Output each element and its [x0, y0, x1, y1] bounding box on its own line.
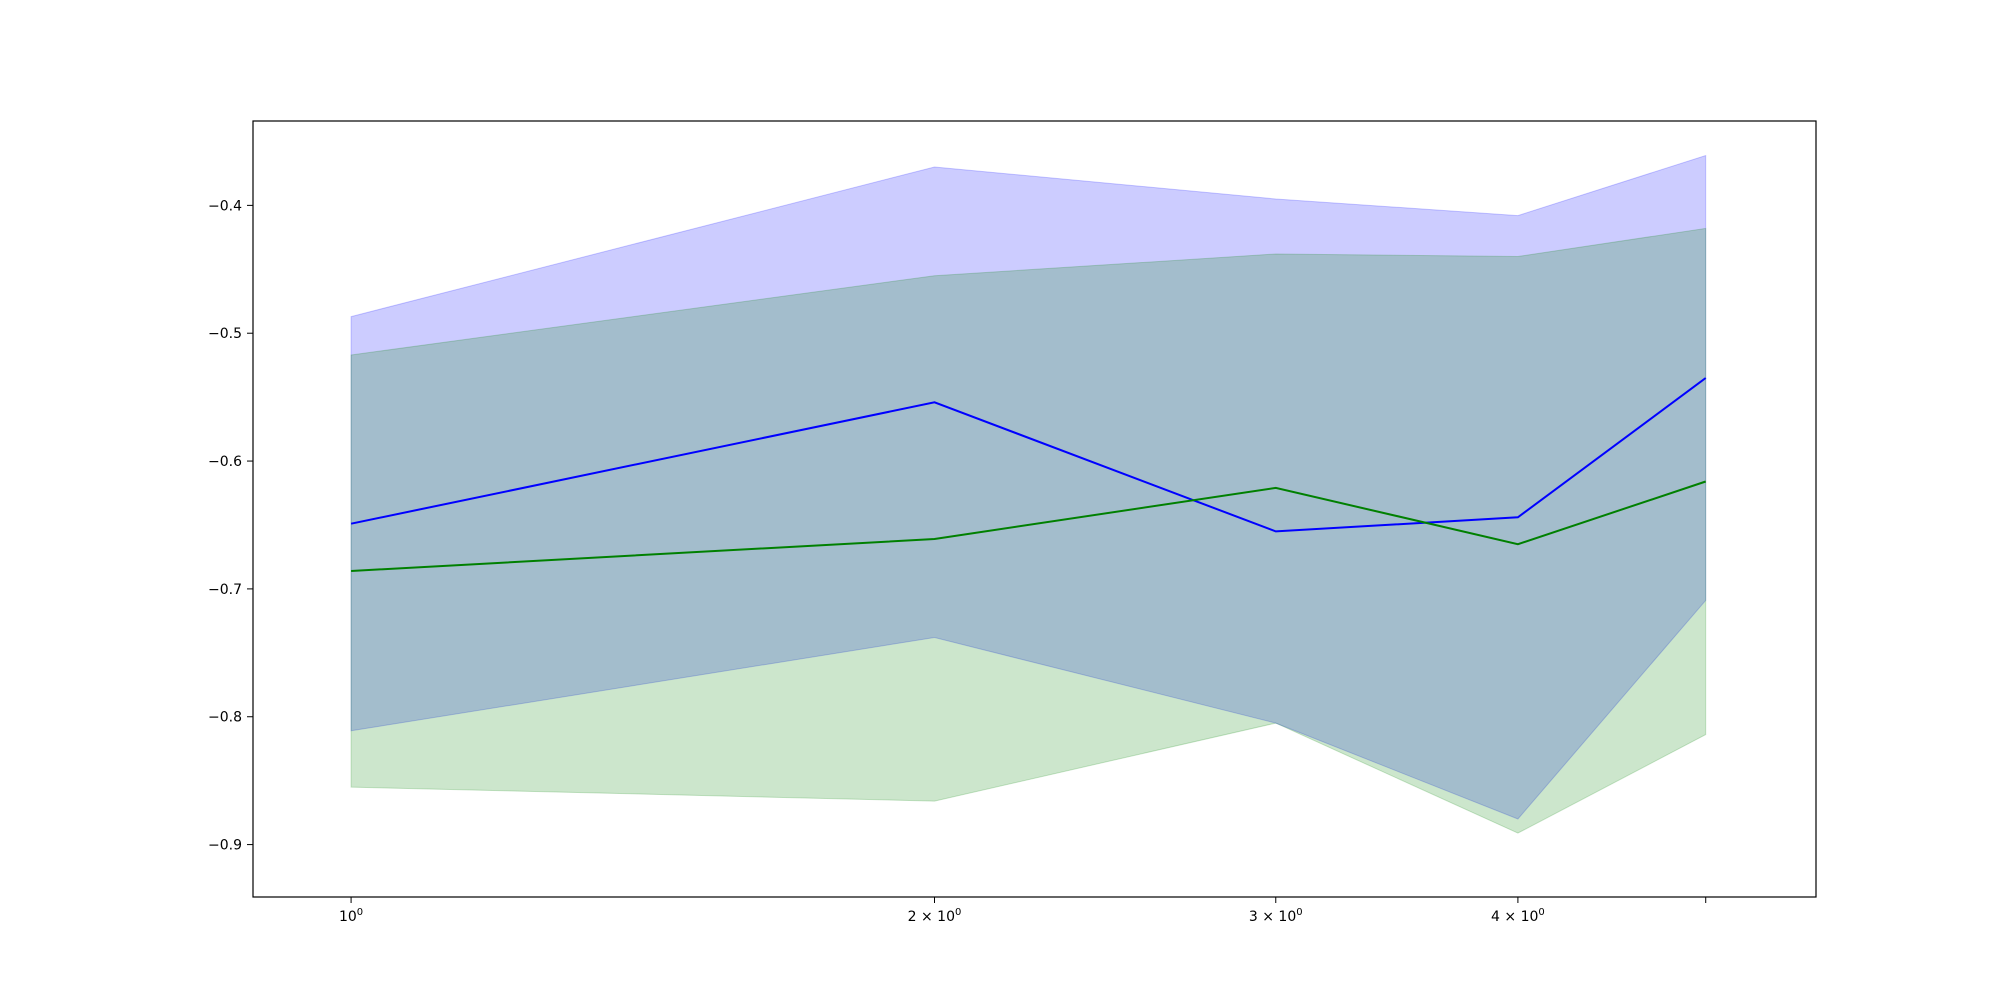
x-tick-label: 3 × 100 — [1249, 907, 1303, 925]
x-tick-label: 4 × 100 — [1491, 907, 1545, 925]
y-tick-label: −0.4 — [208, 198, 242, 214]
confidence-bands — [350, 154, 1707, 834]
x-axis: 100 2 × 100 3 × 100 4 × 100 — [339, 897, 1707, 925]
series-lines — [350, 377, 1707, 572]
series-1-line — [350, 377, 1707, 533]
series-2-line — [351, 480, 1707, 572]
y-tick-label: −0.8 — [208, 710, 242, 726]
plot-frame — [252, 120, 1817, 898]
series-1-band — [350, 154, 1707, 820]
y-tick-label: −0.9 — [208, 838, 242, 854]
y-tick-label: −0.7 — [208, 582, 242, 598]
x-tick-label: 2 × 100 — [908, 907, 962, 925]
y-axis: −0.4 −0.5 −0.6 −0.7 −0.8 −0.9 — [208, 198, 253, 854]
series-2-band — [350, 227, 1707, 834]
y-tick-label: −0.6 — [208, 454, 242, 470]
x-tick-label: 100 — [339, 907, 363, 925]
y-tick-label: −0.5 — [208, 326, 242, 342]
